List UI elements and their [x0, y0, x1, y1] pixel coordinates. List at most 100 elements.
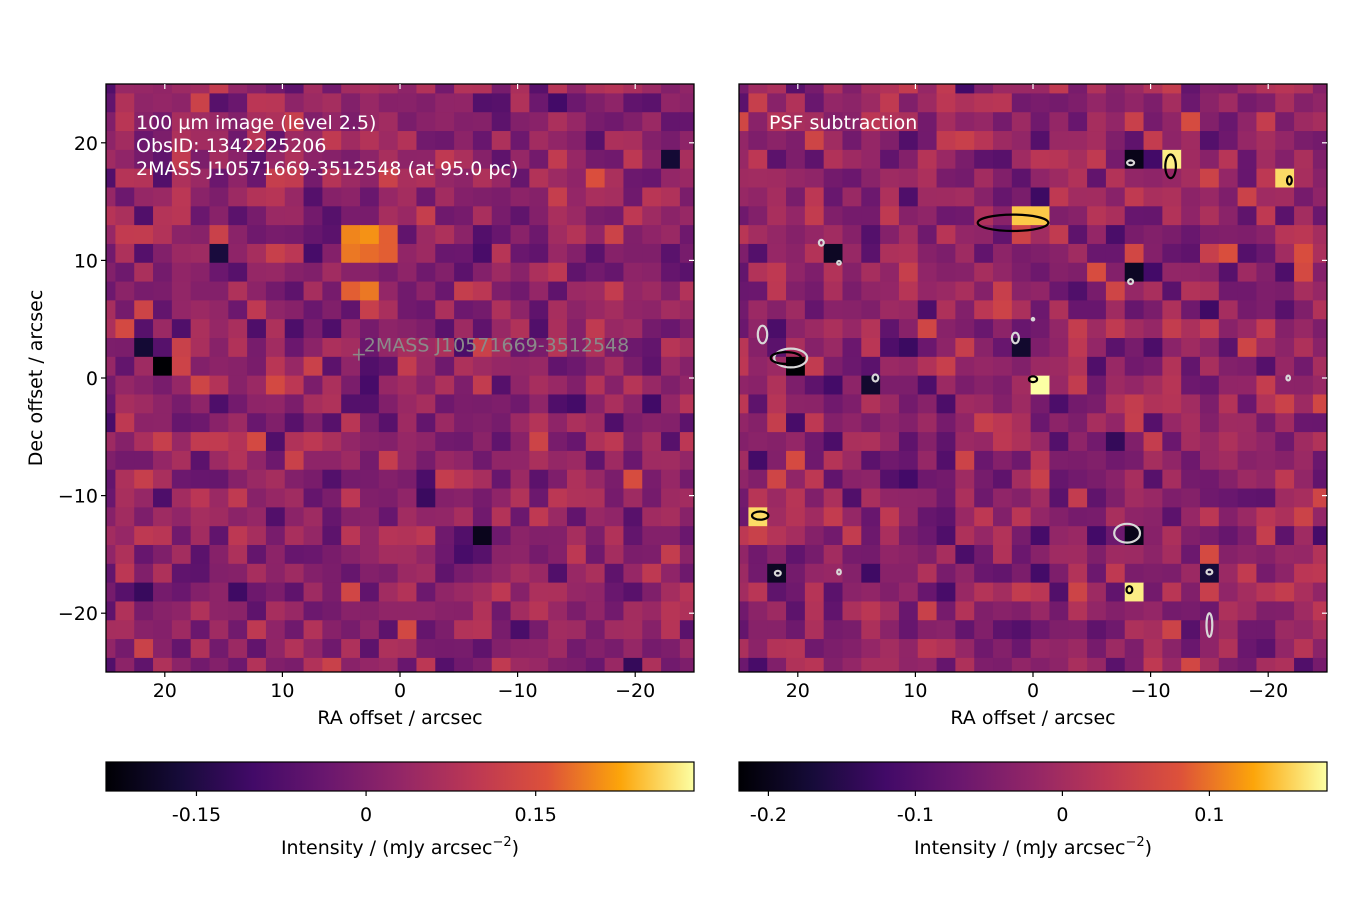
heatmap-pixel: [974, 413, 994, 433]
heatmap-pixel: [1068, 394, 1088, 414]
heatmap-pixel: [1087, 563, 1107, 584]
heatmap-pixel: [265, 375, 286, 396]
heatmap-pixel: [134, 620, 154, 640]
heatmap-pixel: [679, 300, 694, 320]
heatmap-pixel: [1181, 300, 1201, 320]
heatmap-pixel: [341, 507, 361, 527]
heatmap-pixel: [1294, 168, 1314, 189]
heatmap-pixel: [1181, 469, 1201, 490]
heatmap-pixel: [767, 338, 787, 358]
heatmap-pixel: [936, 488, 956, 508]
heatmap-pixel: [566, 338, 587, 358]
heatmap-pixel: [529, 582, 549, 603]
heatmap-pixel: [974, 507, 994, 527]
heatmap-pixel: [1199, 582, 1220, 603]
heatmap-pixel: [397, 84, 418, 95]
heatmap-pixel: [679, 262, 694, 283]
heatmap-pixel: [699, 620, 718, 639]
heatmap-pixel: [699, 187, 718, 206]
heatmap-pixel: [699, 413, 718, 432]
heatmap-pixel: [1011, 507, 1032, 527]
heatmap-pixel: [548, 112, 568, 132]
heatmap-pixel: [548, 677, 567, 696]
heatmap-pixel: [974, 488, 994, 508]
heatmap-pixel: [679, 112, 694, 132]
heatmap-pixel: [604, 187, 625, 207]
heatmap-pixel: [623, 149, 643, 170]
heatmap-pixel: [1199, 526, 1220, 546]
heatmap-pixel: [585, 526, 606, 546]
heatmap-pixel: [209, 601, 229, 621]
heatmap-pixel: [993, 601, 1013, 621]
heatmap-pixel: [454, 507, 474, 527]
heatmap-pixel: [679, 356, 694, 377]
heatmap-pixel: [1011, 526, 1032, 546]
heatmap-pixel: [1049, 657, 1069, 672]
heatmap-pixel: [1011, 225, 1032, 245]
heatmap-pixel: [898, 526, 919, 546]
heatmap-pixel: [1030, 432, 1051, 452]
heatmap-pixel: [748, 677, 767, 696]
heatmap-pixel: [1049, 338, 1069, 358]
heatmap-pixel: [209, 300, 229, 320]
heatmap-pixel: [378, 469, 399, 490]
heatmap-pixel: [936, 563, 956, 584]
heatmap-pixel: [228, 394, 248, 414]
heatmap-pixel: [566, 225, 587, 245]
heatmap-pixel: [529, 168, 549, 189]
heatmap-pixel: [190, 488, 211, 508]
heatmap-pixel: [955, 319, 975, 339]
heatmap-pixel: [1105, 168, 1126, 189]
heatmap-pixel: [1030, 450, 1051, 471]
heatmap-pixel: [974, 356, 994, 377]
heatmap-pixel: [1030, 243, 1051, 264]
heatmap-pixel: [1181, 112, 1201, 132]
heatmap-pixel: [134, 206, 154, 226]
heatmap-pixel: [1256, 375, 1276, 396]
negative-contour: [756, 324, 769, 345]
heatmap-pixel: [416, 544, 436, 565]
heatmap-pixel: [566, 93, 587, 113]
heatmap-pixel: [642, 243, 662, 264]
heatmap-pixel: [548, 131, 568, 151]
heatmap-pixel: [604, 394, 625, 414]
heatmap-pixel: [898, 507, 919, 527]
heatmap-pixel: [880, 507, 900, 527]
annotation-line-2: ObsID: 1342225206: [136, 135, 326, 157]
heatmap-pixel: [804, 300, 825, 320]
heatmap-pixel: [1181, 677, 1200, 696]
heatmap-pixel: [936, 131, 956, 151]
heatmap-pixel: [1181, 657, 1201, 672]
heatmap-pixel: [397, 432, 418, 452]
heatmap-pixel: [917, 469, 938, 490]
heatmap-pixel: [1124, 639, 1145, 659]
heatmap-pixel: [529, 469, 549, 490]
heatmap-pixel: [623, 544, 643, 565]
heatmap-pixel: [993, 375, 1013, 396]
heatmap-pixel: [1256, 544, 1276, 565]
heatmap-pixel: [397, 225, 418, 245]
heatmap-pixel: [842, 300, 862, 320]
heatmap-pixel: [1275, 281, 1295, 301]
heatmap-pixel: [106, 84, 117, 95]
heatmap-pixel: [642, 338, 662, 358]
heatmap-pixel: [739, 84, 750, 95]
heatmap-pixel: [842, 544, 862, 565]
heatmap-pixel: [993, 93, 1013, 113]
x-tick-label: −10: [498, 680, 538, 702]
heatmap-pixel: [1124, 601, 1145, 621]
heatmap-pixel: [1332, 187, 1350, 206]
heatmap-pixel: [1199, 488, 1220, 508]
heatmap-pixel: [786, 93, 806, 113]
heatmap-pixel: [936, 601, 956, 621]
heatmap-pixel: [585, 338, 606, 358]
heatmap-pixel: [974, 281, 994, 301]
heatmap-pixel: [472, 112, 493, 132]
heatmap-pixel: [898, 657, 919, 672]
heatmap-pixel: [548, 338, 568, 358]
heatmap-pixel: [491, 112, 512, 132]
heatmap-pixel: [623, 657, 643, 672]
heatmap-pixel: [303, 206, 323, 226]
heatmap-pixel: [936, 413, 956, 433]
heatmap-pixel: [435, 432, 455, 452]
